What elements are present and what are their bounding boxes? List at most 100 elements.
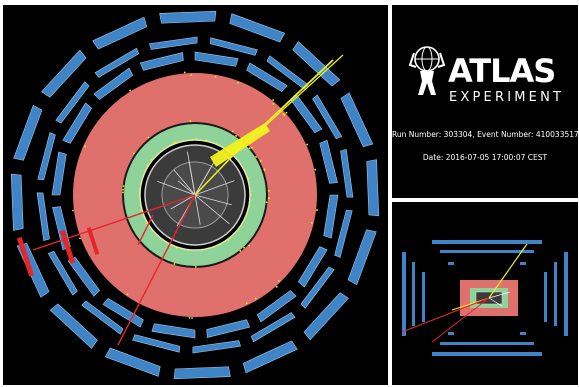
energy-hit (237, 82, 239, 84)
info-panel: ATLAS EXPERIMENT Run Number: 303304, Eve… (392, 5, 578, 198)
side-muon-chamber (422, 272, 425, 322)
energy-hit (84, 146, 86, 148)
muon-chamber-segment (149, 37, 197, 49)
energy-hit (268, 190, 270, 192)
energy-hit (196, 138, 198, 140)
side-muon-chamber (432, 240, 542, 244)
energy-hit (250, 194, 252, 196)
muon-chamber-segment (210, 38, 257, 56)
muon-chamber-segment (348, 230, 376, 285)
side-muon-chamber (564, 252, 568, 336)
side-view-svg (392, 202, 578, 385)
energy-hit (206, 139, 208, 141)
energy-hit (311, 222, 313, 224)
muon-chamber-segment (230, 14, 285, 42)
muon-chamber-segment (38, 133, 56, 180)
energy-hit (195, 266, 197, 268)
energy-hit (283, 113, 285, 115)
atlas-logo-text: ATLAS (448, 55, 555, 87)
energy-hit (260, 160, 262, 162)
muon-chamber-segment (367, 160, 379, 216)
muon-chamber-segment (341, 93, 373, 147)
energy-hit (276, 286, 278, 288)
side-muon-chamber (448, 332, 454, 335)
muon-chamber-segment (193, 341, 241, 353)
atlas-logo-subtitle: EXPERIMENT (449, 91, 564, 105)
side-muon-chamber (520, 262, 526, 265)
muon-chamber-segment (251, 313, 295, 342)
energy-hit (278, 280, 280, 282)
energy-hit (314, 169, 316, 171)
side-muon-chamber (432, 352, 542, 356)
muon-chamber-segment (95, 48, 139, 77)
energy-hit (316, 209, 318, 211)
energy-hit (173, 142, 175, 144)
event-date: Date: 2016-07-05 17:00:07 CEST (392, 153, 578, 163)
energy-hit (286, 112, 288, 114)
energy-hit (79, 237, 81, 239)
energy-hit (255, 156, 257, 158)
energy-hit (174, 263, 176, 265)
muon-chamber-segment (52, 152, 66, 195)
side-muon-chamber (412, 262, 415, 326)
energy-hit (227, 239, 229, 241)
run-event-number: Run Number: 303304, Event Number: 410033… (392, 130, 578, 140)
muon-chamber-segment (37, 193, 49, 241)
muon-chamber-segment (140, 53, 183, 71)
muon-chamber-segment (195, 52, 238, 66)
side-muon-chamber (520, 332, 526, 335)
energy-hit (272, 103, 274, 105)
energy-hit (127, 293, 129, 295)
side-view-display (392, 202, 578, 385)
side-muon-chamber (402, 252, 406, 336)
atlas-figure-icon (406, 45, 448, 97)
energy-hit (190, 74, 192, 76)
end-view-display (3, 5, 388, 385)
energy-hit (190, 120, 192, 122)
side-muon-chamber (544, 272, 547, 322)
energy-hit (122, 189, 124, 191)
energy-hit (191, 317, 193, 319)
energy-hit (150, 159, 152, 161)
energy-hit (272, 99, 274, 101)
energy-hit (146, 223, 148, 225)
muon-chamber-segment (243, 341, 297, 373)
muon-chamber-segment (11, 174, 23, 230)
side-muon-chamber (554, 262, 557, 326)
muon-chamber-segment (207, 320, 250, 338)
energy-hit (235, 135, 237, 137)
energy-hit (133, 152, 135, 154)
muon-chamber-segment (335, 210, 353, 257)
muon-chamber-segment (324, 195, 338, 238)
energy-hit (123, 185, 125, 187)
muon-chamber-segment (174, 367, 230, 379)
energy-hit (248, 178, 250, 180)
side-muon-chamber (440, 250, 534, 253)
energy-hit (268, 197, 270, 199)
energy-hit (215, 76, 217, 78)
energy-hit (189, 317, 191, 319)
energy-hit (184, 72, 186, 74)
energy-hit (264, 169, 266, 171)
muon-chamber-segment (93, 17, 147, 49)
energy-hit (243, 247, 245, 249)
muon-chamber-segment (14, 105, 42, 160)
energy-hit (251, 147, 253, 149)
energy-hit (72, 210, 74, 212)
muon-chamber-segment (313, 95, 342, 139)
energy-hit (148, 137, 150, 139)
energy-hit (248, 245, 250, 247)
muon-chamber-segment (160, 11, 216, 23)
energy-hit (255, 298, 257, 300)
energy-hit (249, 147, 251, 149)
muon-chamber-segment (105, 348, 160, 376)
energy-hit (176, 247, 178, 249)
side-muon-chamber (440, 342, 534, 345)
energy-hit (140, 210, 142, 212)
muon-chamber-segment (341, 149, 353, 197)
end-view-svg (3, 5, 388, 385)
energy-hit (129, 90, 131, 92)
muon-chamber-segment (133, 335, 180, 353)
side-muon-chamber (448, 262, 454, 265)
muon-chamber-segment (320, 140, 338, 183)
